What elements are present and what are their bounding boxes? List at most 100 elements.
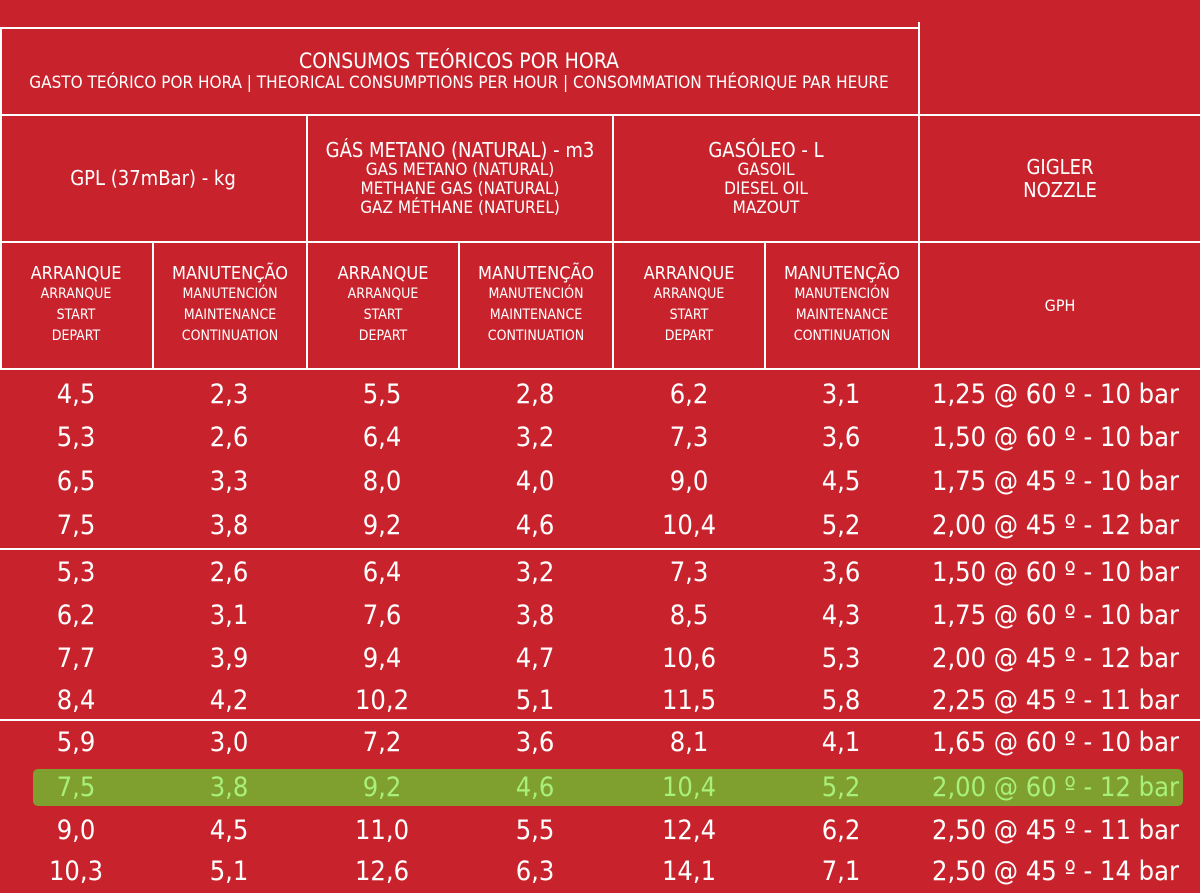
phase-maint-en: MAINTENANCE (183, 307, 277, 324)
table-cell: 10,6 (661, 643, 717, 674)
phase-header-gas-maint: MANUTENÇÃO MANUTENCIÓN MAINTENANCE CONTI… (460, 243, 612, 368)
table-cell: 3,6 (821, 422, 861, 453)
nozzle-label-1: GIGLER (1026, 155, 1094, 180)
nozzle-cell: 2,50 @ 45 º - 14 bar (932, 856, 1179, 887)
nozzle-cell: 2,00 @ 45 º - 12 bar (932, 643, 1179, 674)
gph-label: GPH (1044, 295, 1076, 315)
table-cell: 9,4 (362, 643, 402, 674)
table-cell: 6,4 (362, 557, 402, 588)
table-cell: 7,3 (669, 422, 709, 453)
phase-start-en: START (56, 307, 96, 324)
table-row: 5,3 2,6 6,4 3,2 7,3 3,6 1,50 @ 60 º - 10 bar (0, 551, 1200, 594)
table-cell: 7,2 (362, 727, 402, 758)
table-top-border (0, 27, 920, 29)
title-subtitle: GASTO TEÓRICO POR HORA | THEORICAL CONSU… (29, 72, 889, 93)
fuel-header-gas: GÁS METANO (NATURAL) - m3 GAS METANO (NA… (308, 116, 612, 241)
table-cell: 11,5 (661, 685, 717, 716)
table-cell: 5,9 (56, 727, 96, 758)
phase-start-es: ARRANQUE (653, 286, 725, 303)
oil-phase-divider (764, 241, 766, 370)
table-cell: 3,2 (515, 557, 555, 588)
table-cell: 6,2 (821, 815, 861, 846)
table-cell: 7,7 (56, 643, 96, 674)
gas-label-en: METHANE GAS (NATURAL) (360, 179, 560, 200)
gpl-phase-divider (152, 241, 154, 370)
nozzle-cell: 1,50 @ 60 º - 10 bar (932, 557, 1179, 588)
nozzle-cell: 1,75 @ 45 º - 10 bar (932, 466, 1179, 497)
table-cell: 4,5 (821, 466, 861, 497)
table-row: 7,5 3,8 9,2 4,6 10,4 5,2 2,00 @ 60 º - 12 bar (0, 766, 1200, 809)
phase-header-gph: GPH (920, 243, 1200, 368)
fuel-header-nozzle: GIGLER NOZZLE (920, 116, 1200, 241)
table-cell: 3,6 (821, 557, 861, 588)
table-row: 7,5 3,8 9,2 4,6 10,4 5,2 2,00 @ 45 º - 12 bar (0, 504, 1200, 547)
phase-maint-fr: CONTINUATION (793, 328, 891, 345)
table-cell: 3,1 (821, 379, 861, 410)
table-left-border (0, 27, 2, 369)
table-cell: 2,8 (515, 379, 555, 410)
table-cell: 6,2 (56, 600, 96, 631)
phase-header-oil-maint: MANUTENÇÃO MANUTENCIÓN MAINTENANCE CONTI… (766, 243, 918, 368)
phase-start-en: START (669, 307, 709, 324)
table-cell: 10,4 (661, 510, 717, 541)
table-cell: 5,8 (821, 685, 861, 716)
phase-start-pt: ARRANQUE (30, 262, 122, 284)
phase-header-oil-start: ARRANQUE ARRANQUE START DEPART (614, 243, 764, 368)
table-cell: 9,2 (362, 772, 402, 803)
table-cell: 4,5 (56, 379, 96, 410)
nozzle-cell: 2,00 @ 45 º - 12 bar (932, 510, 1179, 541)
table-cell: 6,4 (362, 422, 402, 453)
table-row: 4,5 2,3 5,5 2,8 6,2 3,1 1,25 @ 60 º - 10 bar (0, 373, 1200, 416)
table-cell: 3,9 (209, 643, 249, 674)
table-cell: 2,6 (209, 557, 249, 588)
table-row: 7,7 3,9 9,4 4,7 10,6 5,3 2,00 @ 45 º - 12 bar (0, 637, 1200, 680)
oil-label-es: GASOIL (737, 160, 795, 181)
table-cell: 4,3 (821, 600, 861, 631)
table-cell: 3,8 (515, 600, 555, 631)
table-title: CONSUMOS TEÓRICOS POR HORA GASTO TEÓRICO… (0, 29, 918, 114)
table-cell: 3,8 (209, 510, 249, 541)
phase-header-gas-start: ARRANQUE ARRANQUE START DEPART (308, 243, 458, 368)
table-cell: 4,6 (515, 510, 555, 541)
phase-maint-es: MANUTENCIÓN (794, 286, 890, 303)
phase-maint-pt: MANUTENÇÃO (171, 262, 289, 284)
phase-start-es: ARRANQUE (40, 286, 112, 303)
gas-phase-divider (458, 241, 460, 370)
title-bottom-border (0, 114, 1200, 116)
table-cell: 8,4 (56, 685, 96, 716)
table-cell: 14,1 (661, 856, 717, 887)
table-row: 5,9 3,0 7,2 3,6 8,1 4,1 1,65 @ 60 º - 10 bar (0, 721, 1200, 764)
table-row: 8,4 4,2 10,2 5,1 11,5 5,8 2,25 @ 45 º - 11 bar (0, 679, 1200, 722)
table-cell: 4,7 (515, 643, 555, 674)
table-cell: 8,5 (669, 600, 709, 631)
table-cell: 5,5 (515, 815, 555, 846)
table-cell: 7,3 (669, 557, 709, 588)
table-cell: 7,5 (56, 772, 96, 803)
table-cell: 3,2 (515, 422, 555, 453)
gas-oil-divider (612, 114, 614, 370)
table-cell: 4,0 (515, 466, 555, 497)
phase-maint-pt: MANUTENÇÃO (477, 262, 595, 284)
table-cell: 9,0 (56, 815, 96, 846)
title-main: CONSUMOS TEÓRICOS POR HORA (299, 49, 619, 74)
table-cell: 3,8 (209, 772, 249, 803)
phase-start-pt: ARRANQUE (337, 262, 429, 284)
table-cell: 6,5 (56, 466, 96, 497)
table-cell: 10,2 (354, 685, 410, 716)
highlight-band (33, 769, 1183, 806)
phase-start-fr: DEPART (664, 328, 714, 345)
table-row: 5,3 2,6 6,4 3,2 7,3 3,6 1,50 @ 60 º - 10 bar (0, 416, 1200, 459)
table-cell: 12,4 (661, 815, 717, 846)
gpl-gas-divider (306, 114, 308, 370)
table-cell: 4,2 (209, 685, 249, 716)
table-cell: 5,3 (56, 422, 96, 453)
table-cell: 5,3 (56, 557, 96, 588)
phase-header-gpl-start: ARRANQUE ARRANQUE START DEPART (0, 243, 152, 368)
table-cell: 5,3 (821, 643, 861, 674)
phase-maint-fr: CONTINUATION (181, 328, 279, 345)
table-row: 10,3 5,1 12,6 6,3 14,1 7,1 2,50 @ 45 º - 14 ba… (0, 850, 1200, 893)
phase-start-en: START (363, 307, 403, 324)
fuel-header-gpl: GPL (37mBar) - kg (0, 116, 306, 241)
group-divider-2 (0, 719, 1200, 721)
table-cell: 3,1 (209, 600, 249, 631)
